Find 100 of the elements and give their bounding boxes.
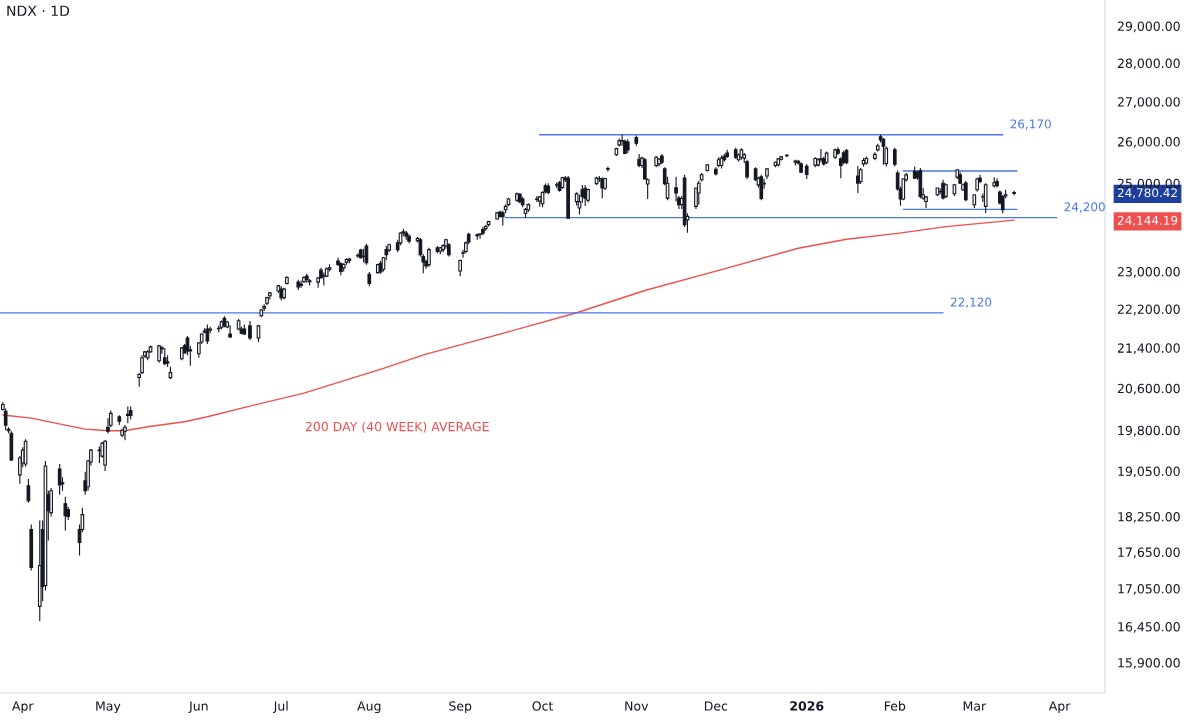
candlestick	[554, 181, 559, 189]
x-tick-label: Apr	[1048, 701, 1071, 714]
y-tick-label: 23,000.00	[1117, 267, 1180, 278]
candlestick	[268, 291, 272, 301]
candlestick	[824, 150, 829, 165]
candlestick	[714, 166, 718, 177]
candlestick	[941, 179, 945, 200]
candlestick	[361, 248, 366, 263]
candlestick	[97, 445, 102, 464]
chart-title: NDX · 1D	[7, 5, 70, 16]
candlestick	[972, 193, 977, 209]
y-tick-label: 24,780.42	[1117, 188, 1177, 199]
text: 200 DAY (40 WEEK) AVERAGE	[305, 421, 489, 433]
candlestick	[983, 182, 988, 214]
candlestick	[117, 414, 122, 426]
candlestick	[222, 315, 227, 328]
candlestick	[799, 161, 803, 174]
candlestick	[557, 180, 562, 193]
candlestick	[546, 182, 551, 195]
y-tick-label: 22,200.00	[1117, 304, 1180, 316]
candlestick	[9, 430, 14, 462]
candlestick	[495, 211, 499, 221]
candlestick	[776, 157, 781, 167]
candlestick	[216, 325, 221, 333]
y-tick-label: 26,000.00	[1117, 137, 1180, 148]
y-tick-label: 21,400.00	[1117, 343, 1180, 355]
candlestick	[637, 153, 641, 168]
candlestick	[833, 148, 837, 160]
candlestick	[566, 175, 570, 220]
candlestick	[725, 149, 730, 159]
candlestick	[236, 318, 241, 331]
candlestick	[617, 137, 622, 148]
candlestick	[606, 166, 610, 172]
candlestick	[339, 261, 343, 276]
x-tick-label: Aug	[357, 701, 381, 714]
candlestick	[481, 226, 485, 236]
candlestick	[944, 183, 948, 199]
candlestick	[836, 146, 840, 156]
series-label: 22,120	[950, 297, 992, 308]
y-tick-label: 20,600.00	[1117, 383, 1180, 395]
y-tick-label: 28,000.00	[1117, 58, 1180, 70]
candlestick	[696, 180, 701, 206]
candlestick	[586, 188, 590, 203]
y-tick-label: 18,250.00	[1118, 512, 1180, 523]
candlestick	[881, 137, 886, 166]
candlestick	[157, 344, 161, 364]
candlestick	[856, 165, 860, 194]
candlestick	[657, 157, 661, 167]
candlestick	[341, 262, 346, 273]
candlestick	[537, 195, 542, 208]
candlestick	[321, 271, 326, 286]
candlestick	[259, 308, 264, 318]
candlestick	[1000, 194, 1005, 214]
candlestick	[819, 148, 823, 163]
y-tick-label: 27,000.00	[1117, 97, 1180, 108]
candlestick	[242, 323, 247, 336]
candlestick	[125, 405, 130, 424]
candlestick	[168, 366, 173, 380]
candlestick	[716, 156, 721, 168]
series-label: 26,170	[1010, 119, 1051, 130]
candlestick	[873, 151, 877, 161]
y-tick-label: 17,650.00	[1118, 547, 1180, 559]
y-tick-label: 16,450.00	[1118, 622, 1180, 633]
x-tick-label: Oct	[532, 701, 554, 711]
candlestick	[37, 519, 42, 622]
candlestick	[486, 220, 491, 227]
candlestick	[427, 247, 431, 268]
candlestick	[765, 167, 769, 180]
x-tick-label: Sep	[449, 701, 472, 714]
candlestick	[614, 147, 619, 157]
candlestick	[992, 176, 997, 188]
candlestick	[358, 248, 363, 260]
candlestick	[600, 176, 605, 199]
candlestick	[535, 195, 539, 203]
candlestick	[248, 320, 252, 341]
candlestick	[583, 184, 588, 207]
candlestick	[57, 463, 62, 496]
line-series	[2, 219, 1015, 432]
candlestick	[378, 260, 383, 275]
candlestick	[515, 192, 519, 203]
candlestick	[347, 257, 352, 264]
candlestick	[705, 163, 710, 172]
candlestick	[120, 428, 124, 438]
x-tick-label: May	[96, 701, 121, 714]
candlestick	[29, 523, 34, 571]
x-tick-label: Mar	[963, 701, 987, 711]
candlestick	[864, 155, 869, 166]
candlestick	[892, 147, 897, 167]
y-tick-label: 19,800.00	[1118, 425, 1180, 437]
candlestick	[458, 259, 463, 277]
candlestick	[793, 159, 798, 167]
candlestick	[441, 243, 445, 253]
candlestick	[785, 153, 789, 158]
y-tick-label: 17,050.00	[1118, 584, 1180, 595]
candlestick	[699, 172, 704, 183]
y-tick-label: 29,000.00	[1117, 21, 1180, 33]
x-tick-label: Apr	[12, 701, 34, 714]
candlestick	[407, 233, 411, 244]
candlestick	[179, 346, 184, 361]
candlestick	[875, 143, 880, 153]
